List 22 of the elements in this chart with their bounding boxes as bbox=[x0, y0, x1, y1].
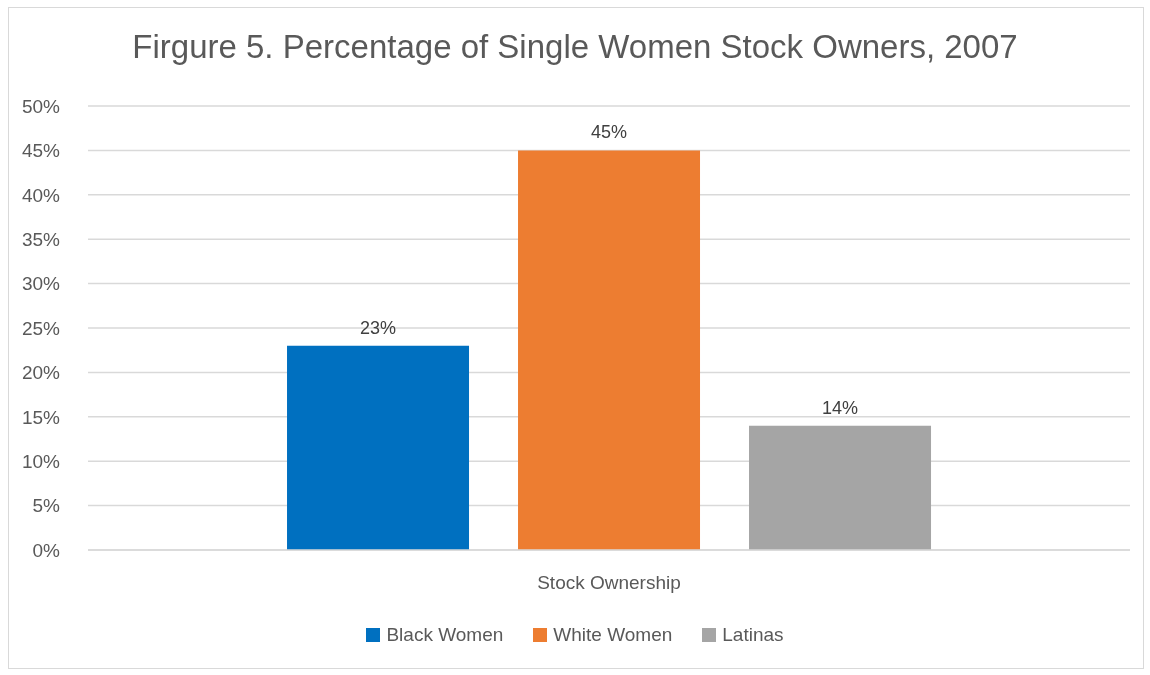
legend-label: Latinas bbox=[722, 624, 784, 646]
data-label: 23% bbox=[360, 317, 397, 338]
data-label: 45% bbox=[591, 122, 628, 143]
bar bbox=[518, 150, 701, 550]
data-label: 14% bbox=[822, 397, 859, 418]
legend-label: White Women bbox=[553, 624, 673, 646]
bar bbox=[287, 345, 470, 550]
y-tick-label: 5% bbox=[32, 495, 61, 517]
y-tick-label: 45% bbox=[21, 140, 61, 162]
y-tick-label: 25% bbox=[21, 317, 61, 339]
chart-title: Firgure 5. Percentage of Single Women Stock Owners, 2007 bbox=[131, 28, 1019, 66]
legend-label: Black Women bbox=[386, 624, 504, 646]
y-tick-label: 50% bbox=[21, 95, 61, 117]
y-tick-label: 10% bbox=[21, 450, 61, 472]
y-tick-label: 15% bbox=[21, 406, 61, 428]
x-tick-label: Stock Ownership bbox=[537, 572, 681, 594]
bar bbox=[749, 425, 932, 550]
y-tick-label: 0% bbox=[32, 539, 61, 561]
y-tick-label: 20% bbox=[21, 362, 61, 384]
y-tick-label: 30% bbox=[21, 273, 61, 295]
y-tick-label: 35% bbox=[21, 228, 61, 250]
y-tick-label: 40% bbox=[21, 184, 61, 206]
